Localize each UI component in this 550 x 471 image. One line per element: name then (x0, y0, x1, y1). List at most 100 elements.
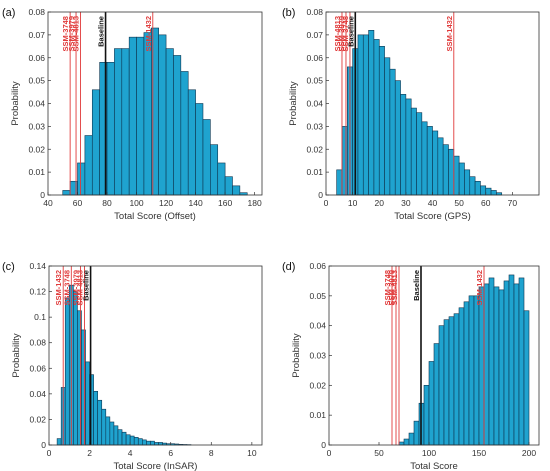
histogram-bar (73, 291, 78, 446)
histogram-bar (101, 408, 107, 446)
ssm-marker-label: SSM-4813 (390, 270, 399, 305)
y-tick-label: 0.02 (309, 380, 326, 390)
y-tick-label: 0.06 (28, 53, 45, 63)
histogram-bar (187, 89, 196, 196)
y-tick-label: 0.08 (306, 7, 323, 17)
ssm-marker-label: SSM-1432 (144, 16, 153, 51)
y-tick-label: 0.03 (306, 121, 323, 131)
histogram-bar (62, 190, 71, 196)
histogram-bar (498, 289, 505, 446)
ssm-marker-label: SSM-1432 (54, 270, 63, 305)
x-tick-label: 160 (218, 198, 232, 208)
histogram-bar (400, 94, 407, 196)
y-axis-label: Probability (288, 81, 299, 126)
histogram-bar (480, 185, 487, 196)
histogram-bar (202, 119, 211, 196)
y-tick-label: 0.06 (306, 53, 323, 63)
y-tick-label: 0.04 (29, 389, 46, 399)
histogram-bar (128, 36, 137, 196)
histogram-bar (384, 57, 391, 196)
y-tick-label: 0.04 (309, 321, 326, 331)
y-axis-label: Probability (11, 333, 22, 378)
histogram-bar (421, 121, 428, 196)
x-tick-label: 8 (209, 448, 214, 458)
ssm-marker-label: SSM-3979 (387, 270, 396, 305)
y-tick-label: 0.03 (28, 121, 45, 131)
ssm-marker-label: SSM-3979 (67, 16, 76, 51)
y-tick-label: 0.05 (28, 76, 45, 86)
x-axis-label: Total Score (InSAR) (114, 461, 198, 471)
y-tick-label: 0.04 (306, 99, 323, 109)
chart-panel-c: SSM-1432 SSM-3748 SSM-3979SSM-4813Baseline… (2, 261, 263, 471)
x-tick-label: 0 (324, 198, 329, 208)
y-tick-label: 0 (41, 440, 46, 450)
y-tick-label: 0.08 (28, 7, 45, 17)
baseline-marker-label: Baseline (412, 270, 421, 301)
x-tick-label: 0 (47, 448, 52, 458)
histogram-bar (97, 399, 103, 446)
x-tick-label: 40 (428, 198, 438, 208)
y-tick-label: 0.07 (28, 30, 45, 40)
x-tick-label: 10 (348, 198, 358, 208)
histogram-bar (232, 185, 241, 196)
x-tick-label: 180 (248, 198, 262, 208)
y-tick-label: 0.02 (306, 144, 323, 154)
histogram-bar (77, 162, 86, 196)
histogram-bar (428, 361, 435, 446)
ssm-marker-label: SSM-4813 (333, 16, 342, 51)
histogram-bar (433, 343, 440, 446)
x-tick-label: 10 (247, 448, 257, 458)
baseline-marker-label: Baseline (346, 16, 355, 47)
histogram-bar (125, 434, 131, 446)
x-tick-label: 50 (374, 448, 384, 458)
histogram-bar (458, 162, 465, 196)
y-tick-label: 0 (321, 440, 326, 450)
histogram-bar (389, 68, 396, 196)
y-tick-label: 0.01 (309, 410, 326, 420)
histogram-bar (503, 280, 510, 446)
histogram-bar (485, 187, 492, 196)
histogram-bar (478, 286, 485, 446)
x-tick-label: 20 (375, 198, 385, 208)
histogram-bar (357, 34, 364, 196)
histogram-bar (341, 126, 348, 196)
histogram-bar (523, 310, 530, 446)
histogram-bar (129, 435, 135, 446)
histogram-bar (368, 29, 375, 196)
histogram-bar (468, 295, 475, 446)
histogram-bar (106, 62, 115, 196)
histogram-bar (143, 32, 152, 196)
x-tick-label: 2 (87, 448, 92, 458)
x-tick-label: 4 (128, 448, 133, 458)
histogram-bar (137, 438, 143, 446)
histogram-bar (437, 137, 444, 196)
histogram-bar (483, 283, 490, 446)
y-tick-label: 0.06 (309, 261, 326, 271)
y-tick-label: 0.01 (28, 167, 45, 177)
y-axis-label: Probability (10, 81, 21, 126)
histogram-bar (173, 55, 182, 196)
histogram-bar (448, 316, 455, 446)
y-tick-label: 0.14 (29, 261, 46, 271)
y-tick-label: 0.04 (28, 99, 45, 109)
ssm-marker-label: SSM-4813 (76, 270, 85, 305)
histogram-bar (56, 438, 62, 446)
panel-label: (c) (2, 261, 15, 273)
histogram-bar (513, 283, 520, 446)
x-tick-label: 40 (43, 198, 53, 208)
panel-label: (b) (282, 7, 295, 19)
x-tick-label: 140 (188, 198, 202, 208)
histogram-bar (408, 432, 415, 446)
histogram-bar (458, 307, 465, 446)
histogram-bar (117, 429, 123, 446)
histogram-bar (398, 441, 405, 446)
y-tick-label: 0.02 (28, 144, 45, 154)
histogram-bar (438, 325, 445, 446)
histogram-bar (362, 34, 369, 196)
histogram-bar (474, 180, 481, 196)
y-tick-label: 0.05 (309, 291, 326, 301)
histogram-bar (150, 440, 155, 446)
panel-label: (d) (282, 261, 295, 273)
histogram-bar (508, 274, 515, 446)
